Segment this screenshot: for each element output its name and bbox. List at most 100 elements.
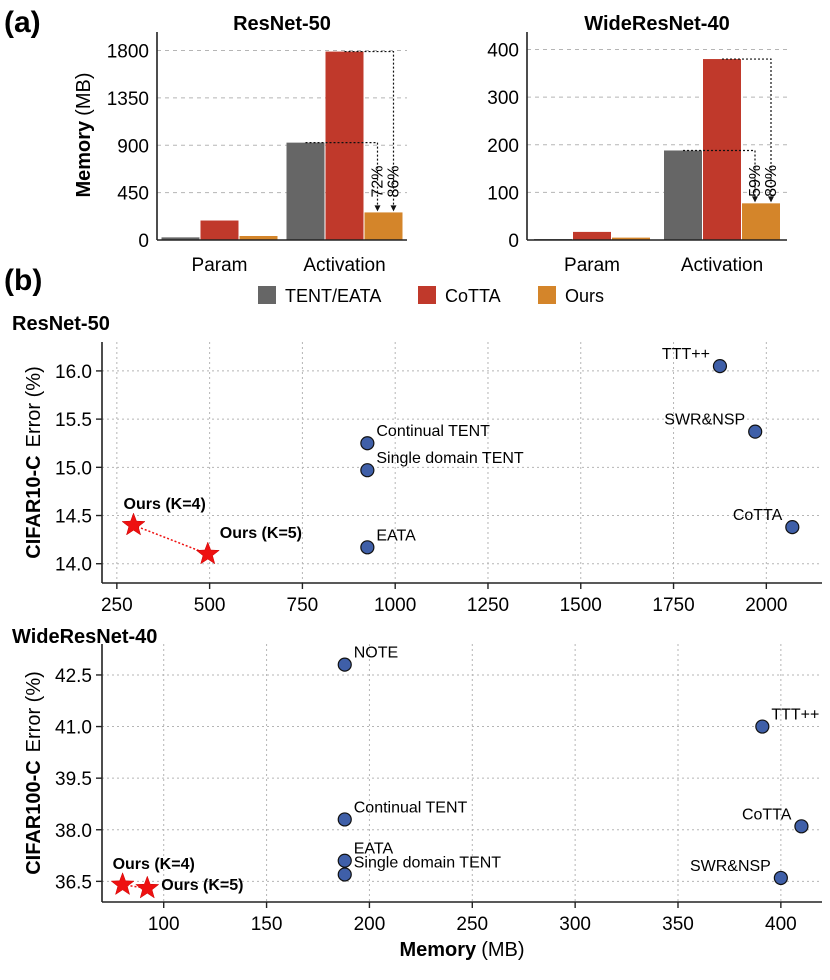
reduction-line-cotta xyxy=(344,50,395,211)
x-tick-label: Activation xyxy=(681,255,763,276)
y-tick-label: 200 xyxy=(487,136,519,157)
point-continual-tent xyxy=(337,812,352,827)
point-continual-tent xyxy=(360,436,375,451)
point-label-single-domain-tent: Single domain TENT xyxy=(376,450,524,467)
bar-tent-eata-activation xyxy=(664,150,702,240)
scatter-chart-wideresnet40: WideResNet-40 100 150 200 250 300 350 400 36.5 38… xyxy=(12,626,822,961)
y-tick-label: 900 xyxy=(117,136,149,157)
scatter-title: WideResNet-40 xyxy=(12,626,157,648)
y-tick-label: 36.5 xyxy=(55,872,92,893)
x-tick-label: 200 xyxy=(354,914,386,935)
y-tick-label: 42.5 xyxy=(55,666,92,687)
reduction-arrowhead xyxy=(752,196,758,203)
y-tick-label: 15.5 xyxy=(55,410,92,431)
y-tick-label: 1800 xyxy=(107,42,149,63)
bar-ours-activation xyxy=(364,212,403,240)
reduction-arrowhead xyxy=(768,196,774,203)
x-tick-label: 1750 xyxy=(652,595,694,616)
ylabel-metric: Error (%) xyxy=(23,671,45,752)
y-tick-label: 100 xyxy=(487,183,519,204)
x-tick-label: 750 xyxy=(287,595,319,616)
x-tick-label: 1000 xyxy=(374,595,416,616)
bar-title: WideResNet-40 xyxy=(584,13,729,35)
bar-chart-resnet50: ResNet-50 0 450 900 1350 1800 Param Activation 7… xyxy=(107,13,407,276)
bar-ours-param xyxy=(239,236,278,240)
ours-label-k4: Ours (K=4) xyxy=(124,496,206,513)
bar-cotta-param xyxy=(200,220,239,240)
x-tick-label: 250 xyxy=(456,914,488,935)
legend: TENT/EATA CoTTA Ours xyxy=(258,286,604,306)
scatter-ylabel: CIFAR100-C Error (%) xyxy=(23,671,45,875)
y-tick-label: 14.0 xyxy=(55,555,92,576)
point-single-domain-tent xyxy=(360,463,375,478)
point-cotta xyxy=(785,519,800,535)
point-cotta xyxy=(794,819,809,834)
point-label-ttt-: TTT++ xyxy=(662,346,710,363)
point-label-single-domain-tent: Single domain TENT xyxy=(354,854,502,871)
bar-cotta-activation xyxy=(703,59,741,240)
x-tick-label: 300 xyxy=(559,914,591,935)
panel-label-b: (b) xyxy=(4,264,42,297)
legend-swatch-tent xyxy=(258,286,276,304)
x-tick-label: 100 xyxy=(148,914,180,935)
xlabel-unit: (MB) xyxy=(481,939,524,961)
legend-swatch-cotta xyxy=(418,286,436,304)
reduction-line-cotta xyxy=(722,58,772,202)
bar-cotta-activation xyxy=(325,51,364,240)
y-tick-label: 14.5 xyxy=(55,507,92,528)
bar-cotta-param xyxy=(573,231,611,240)
x-tick-label: Param xyxy=(564,255,620,276)
legend-label-cotta: CoTTA xyxy=(445,286,501,306)
y-tick-label: 0 xyxy=(138,231,149,252)
ylabel-dataset: CIFAR10-C xyxy=(23,455,45,558)
ours-label-k5: Ours (K=5) xyxy=(161,877,243,894)
ours-star-k5 xyxy=(135,875,160,899)
x-tick-label: 500 xyxy=(194,595,226,616)
reduction-arrowhead xyxy=(374,205,381,212)
reduction-arrowhead xyxy=(390,205,397,212)
reduction-label-tent: 59% xyxy=(747,165,764,197)
point-eata xyxy=(337,853,352,868)
reduction-label-cotta: 86% xyxy=(386,165,403,197)
x-tick-label: 1250 xyxy=(467,595,509,616)
y-tick-label: 300 xyxy=(487,88,519,109)
x-tick-label: 350 xyxy=(662,914,694,935)
ours-star-k5 xyxy=(195,541,220,565)
ours-star-k4 xyxy=(110,872,135,896)
bar-title: ResNet-50 xyxy=(233,13,331,35)
bar-ours-param xyxy=(612,237,650,240)
point-single-domain-tent xyxy=(337,867,352,882)
point-ttt- xyxy=(712,359,728,374)
scatter-ylabel: CIFAR10-C Error (%) xyxy=(23,366,45,558)
legend-label-tent: TENT/EATA xyxy=(285,286,381,306)
legend-swatch-ours xyxy=(538,286,556,304)
y-tick-label: 450 xyxy=(117,184,149,205)
x-tick-label: 250 xyxy=(101,595,133,616)
point-label-eata: EATA xyxy=(354,841,394,858)
x-tick-label: 150 xyxy=(251,914,283,935)
y-tick-label: 38.0 xyxy=(55,821,92,842)
reduction-line-tent xyxy=(305,142,379,211)
point-eata xyxy=(360,540,375,555)
bar-ours-activation xyxy=(742,203,780,240)
reduction-line-tent xyxy=(683,149,756,202)
x-tick-label: 2000 xyxy=(745,595,787,616)
point-label-eata: EATA xyxy=(376,527,416,544)
bar-ylabel: Memory(MB) xyxy=(73,72,95,197)
y-tick-label: 15.0 xyxy=(55,458,92,479)
x-tick-label: 400 xyxy=(765,914,797,935)
point-label-cotta: CoTTA xyxy=(742,806,792,823)
point-swr-nsp xyxy=(748,424,763,439)
point-label-continual-tent: Continual TENT xyxy=(376,423,490,440)
scatter-chart-resnet50: ResNet-50 250 500 750 1000 1250 1500 1750 2000 14… xyxy=(12,313,822,616)
point-label-swr-nsp: SWR&NSP xyxy=(664,412,745,429)
scatter-xlabel: Memory (MB) xyxy=(399,939,524,961)
panel-label-a: (a) xyxy=(4,6,41,39)
x-tick-label: Param xyxy=(192,255,248,276)
y-tick-label: 39.5 xyxy=(55,769,92,790)
bar-tent-eata-activation xyxy=(286,142,325,240)
xlabel-bold: Memory xyxy=(399,939,477,961)
point-label-cotta: CoTTA xyxy=(733,507,783,524)
bar-chart-wideresnet40: WideResNet-40 0 100 200 300 400 Param Activatio… xyxy=(487,13,787,276)
